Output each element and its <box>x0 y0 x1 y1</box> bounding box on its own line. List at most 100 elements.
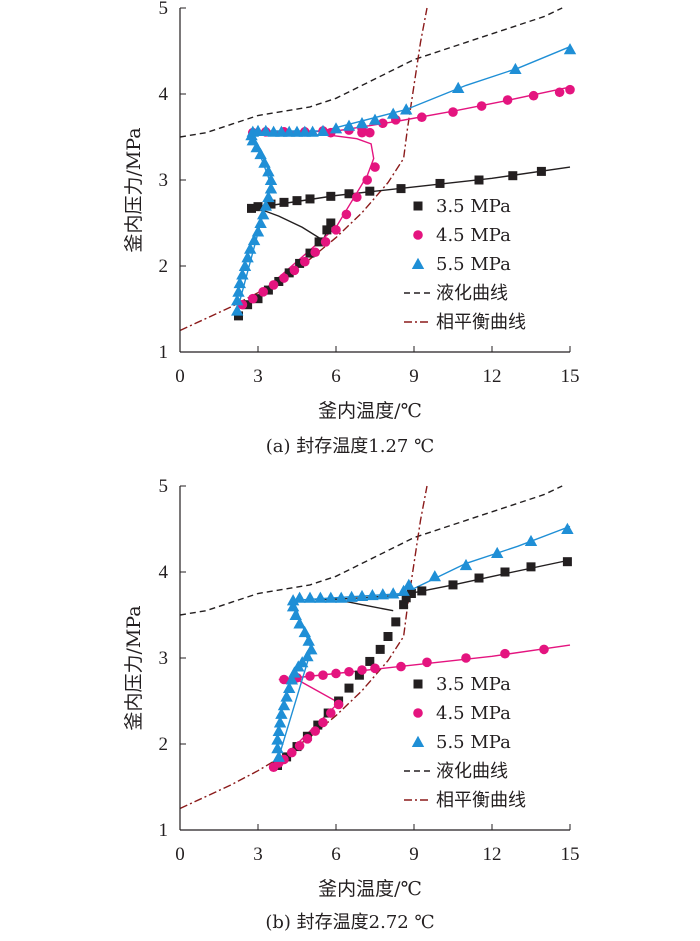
data-point-s1-15 <box>344 666 354 677</box>
y-axis-label: 釜内压力/MPa <box>123 127 145 252</box>
data-point-s1-28 <box>476 101 487 111</box>
data-point-s2-25 <box>267 125 280 137</box>
data-point-s0-9 <box>365 656 375 666</box>
data-point-s2-26 <box>275 125 288 137</box>
data-point-s2-27 <box>283 125 296 137</box>
series-line-1 <box>273 644 571 768</box>
data-point-s1-20 <box>461 653 471 663</box>
data-point-s2-8 <box>283 681 296 694</box>
legend-marker <box>413 201 423 211</box>
data-point-s0-19 <box>365 186 375 196</box>
legend-label: 液化曲线 <box>436 283 508 304</box>
data-point-s2-5 <box>238 259 252 271</box>
data-point-s1-21 <box>500 648 510 659</box>
data-point-s1-24 <box>378 118 388 129</box>
x-tick-label: 0 <box>175 844 185 865</box>
y-tick-label: 3 <box>159 170 169 191</box>
x-tick-label: 6 <box>331 366 341 387</box>
data-point-s2-6 <box>277 699 291 711</box>
y-tick-label: 5 <box>159 0 169 19</box>
legend-label: 相平衡曲线 <box>436 312 526 333</box>
data-point-s1-5 <box>302 734 313 744</box>
data-point-s2-1 <box>231 294 244 306</box>
data-point-s0-8 <box>314 237 324 247</box>
data-point-s1-4 <box>294 740 305 751</box>
data-point-s2-13 <box>301 650 314 662</box>
data-point-s0-15 <box>292 196 302 206</box>
data-point-s2-4 <box>273 716 287 728</box>
data-point-s2-25 <box>335 591 348 603</box>
data-point-s2-12 <box>296 656 309 668</box>
data-point-s2-30 <box>387 587 400 599</box>
data-point-s1-9 <box>331 225 341 235</box>
data-point-s1-13 <box>370 162 380 172</box>
data-point-s2-19 <box>250 141 263 153</box>
data-point-s2-37 <box>400 103 413 115</box>
data-point-s2-3 <box>272 724 285 737</box>
data-point-s2-32 <box>329 122 343 134</box>
data-point-s2-0 <box>272 750 285 762</box>
x-tick-label: 15 <box>561 844 580 865</box>
data-point-s2-16 <box>262 165 275 177</box>
data-point-s2-14 <box>264 182 278 194</box>
data-point-s0-5 <box>284 268 294 278</box>
legend-label: 4.5 MPa <box>436 225 511 246</box>
data-point-s0-6 <box>295 258 305 268</box>
data-point-s0-1 <box>243 300 253 310</box>
data-point-s0-15 <box>406 589 416 598</box>
data-point-s0-21 <box>562 557 572 567</box>
data-point-s1-3 <box>287 747 297 758</box>
data-point-s2-13 <box>262 191 275 203</box>
legend-marker <box>413 708 423 718</box>
y-tick-label: 4 <box>159 84 169 105</box>
x-tick-label: 12 <box>483 366 502 387</box>
data-point-s2-28 <box>366 589 379 601</box>
x-tick-label: 3 <box>253 844 263 865</box>
data-point-s1-5 <box>289 265 300 276</box>
data-point-s0-18 <box>474 573 484 583</box>
data-point-s0-13 <box>266 199 276 209</box>
data-point-s2-35 <box>368 113 382 125</box>
data-point-s1-12 <box>305 671 315 681</box>
data-point-s1-18 <box>396 661 406 672</box>
data-point-s2-19 <box>286 600 300 612</box>
data-point-s1-2 <box>258 287 269 297</box>
data-point-s1-8 <box>320 237 331 247</box>
data-point-s2-36 <box>524 534 538 546</box>
data-point-s2-33 <box>428 570 441 582</box>
data-point-s2-3 <box>233 277 246 289</box>
y-tick-label: 1 <box>159 342 169 363</box>
data-point-s2-9 <box>285 673 298 685</box>
data-point-s0-23 <box>508 171 518 181</box>
data-point-s2-12 <box>259 199 272 211</box>
y-tick-label: 5 <box>159 476 169 497</box>
data-point-s0-19 <box>500 567 510 577</box>
data-point-s1-14 <box>365 127 375 138</box>
data-point-s2-29 <box>298 125 311 137</box>
data-point-s0-0 <box>234 311 243 321</box>
phase-equilibrium-curve <box>179 485 428 810</box>
data-point-s0-9 <box>322 225 332 235</box>
x-axis-label: 釜内温度/℃ <box>318 400 422 422</box>
data-point-s2-2 <box>232 285 245 297</box>
data-point-s1-29 <box>502 95 513 105</box>
data-point-s1-27 <box>448 107 458 117</box>
data-point-s2-34 <box>459 558 473 571</box>
data-point-s2-35 <box>491 546 504 559</box>
data-point-s0-10 <box>375 644 385 654</box>
data-point-s0-4 <box>274 276 284 286</box>
data-point-s0-4 <box>313 720 323 730</box>
data-point-s0-10 <box>326 218 336 228</box>
legend-label: 液化曲线 <box>436 761 508 782</box>
data-point-s2-36 <box>387 107 400 119</box>
data-point-s2-18 <box>289 608 302 620</box>
x-tick-label: 12 <box>483 844 502 865</box>
data-point-s0-20 <box>526 562 536 572</box>
data-point-s2-0 <box>231 304 244 316</box>
phase-equilibrium-curve <box>179 7 428 332</box>
